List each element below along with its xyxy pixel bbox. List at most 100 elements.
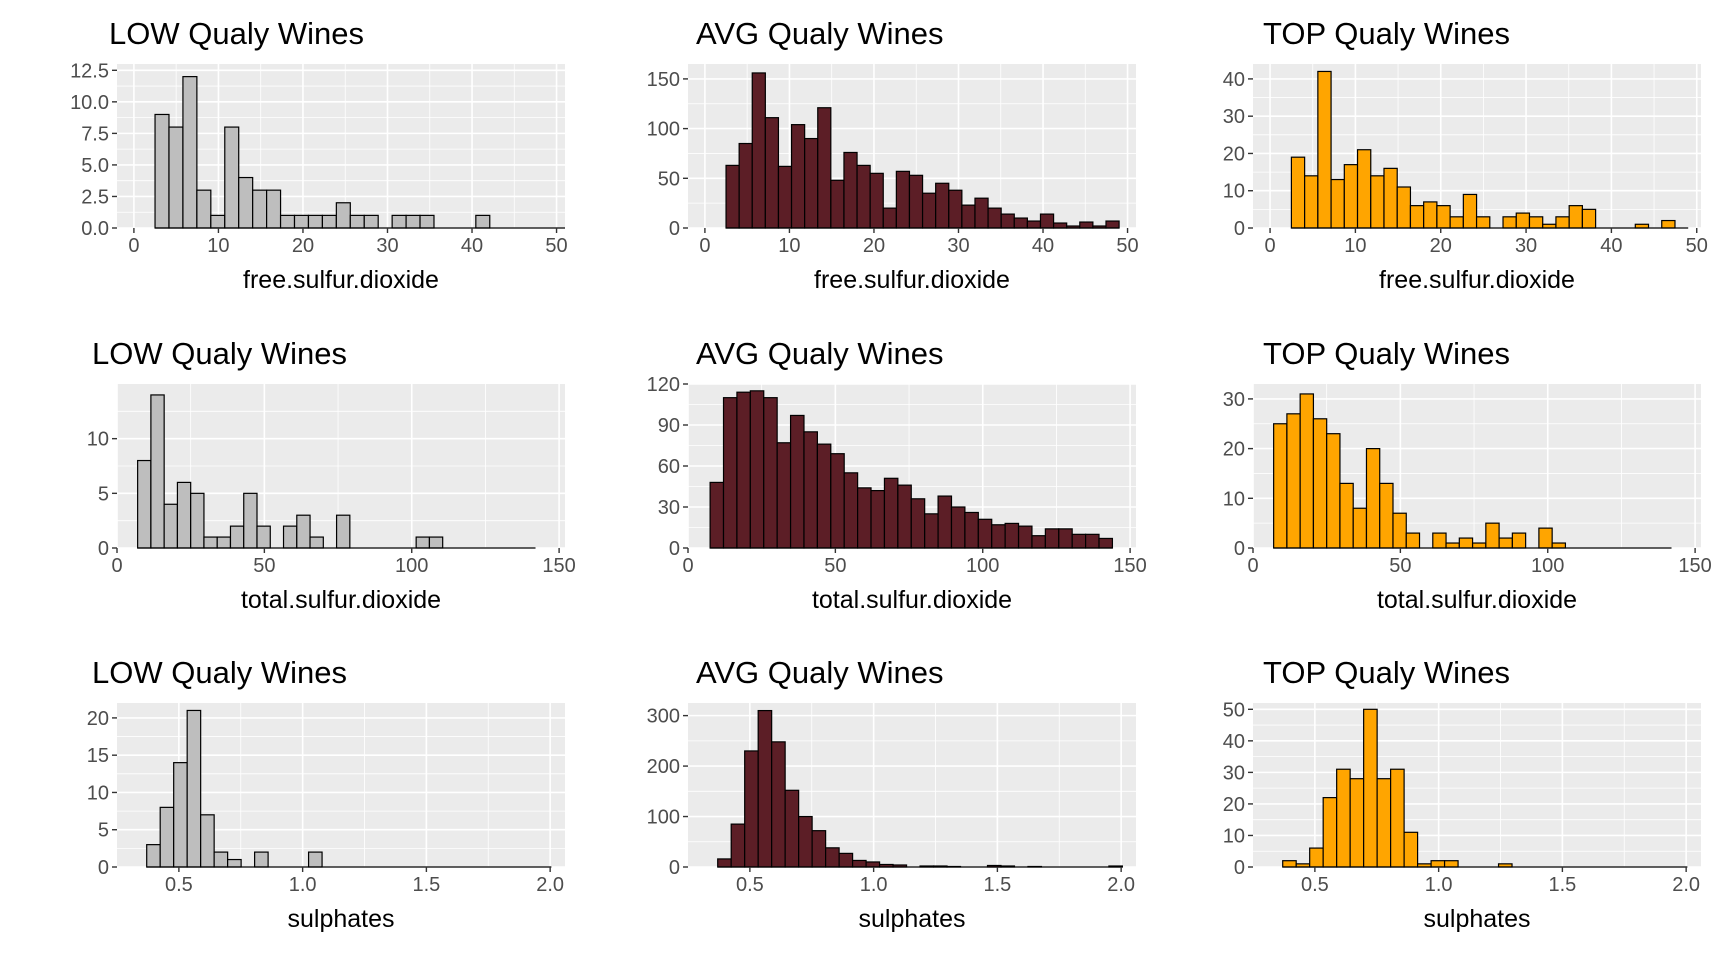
x-tick-label: 20: [863, 235, 885, 257]
histogram-bar: [977, 518, 993, 549]
y-tick-label: 100: [647, 119, 680, 141]
histogram-bar: [1403, 831, 1419, 868]
histogram-bar: [1511, 532, 1527, 549]
panel-title: TOP Qualy Wines: [1263, 336, 1510, 371]
histogram-bar: [910, 498, 926, 549]
histogram-bar: [335, 202, 351, 229]
y-tick-label: 0: [669, 538, 680, 560]
histogram-bar: [1044, 528, 1060, 549]
histogram-bar: [1471, 542, 1487, 549]
x-tick-label: 40: [1600, 235, 1622, 257]
y-tick-label: 10.0: [70, 92, 109, 114]
x-tick-label: 10: [778, 235, 800, 257]
x-tick-label: 10: [207, 235, 229, 257]
histogram-bar: [870, 490, 886, 549]
histogram-bar: [950, 506, 966, 549]
y-tick-label: 0: [1234, 538, 1245, 560]
panel-title: LOW Qualy Wines: [109, 16, 364, 51]
histogram-bar: [804, 137, 819, 229]
panel-title: TOP Qualy Wines: [1263, 655, 1510, 690]
histogram-bar: [895, 170, 911, 229]
histogram-bar: [419, 214, 435, 229]
y-tick-label: 30: [1223, 762, 1245, 784]
histogram-bar: [186, 709, 202, 868]
histogram-bar: [790, 124, 806, 229]
panel-title: AVG Qualy Wines: [696, 16, 944, 51]
histogram-bar: [1004, 522, 1020, 549]
x-tick-label: 0: [699, 235, 710, 257]
x-tick-label: 2.0: [1672, 874, 1700, 896]
y-tick-label: 15: [87, 745, 109, 767]
histogram-bar: [830, 453, 845, 549]
histogram-bar: [830, 179, 845, 229]
histogram-bar: [266, 189, 282, 229]
x-tick-label: 20: [292, 235, 314, 257]
histogram-bar: [851, 859, 867, 868]
histogram-bar: [405, 214, 421, 229]
histogram-bar: [1515, 212, 1531, 229]
x-tick-label: 20: [1430, 235, 1452, 257]
y-tick-label: 0: [1234, 218, 1245, 240]
x-tick-label: 100: [1531, 555, 1564, 577]
histogram-bar: [763, 397, 778, 549]
y-tick-label: 20: [1223, 143, 1245, 165]
x-axis-label: sulphates: [858, 905, 965, 933]
histogram-bar: [1339, 482, 1354, 549]
x-axis-label: free.sulfur.dioxide: [814, 266, 1010, 294]
histogram-bar: [1445, 542, 1460, 549]
y-tick-label: 20: [1223, 439, 1245, 461]
panel-2-3: 0 50 100 150 0 10 20 30 TOP Qualy Wines total.sul…: [1223, 336, 1712, 614]
histogram-bar: [1312, 418, 1328, 549]
histogram-bar: [730, 823, 746, 868]
histogram-bar: [1317, 70, 1332, 229]
histogram-bar: [200, 814, 215, 868]
y-tick-label: 0: [1234, 857, 1245, 879]
y-tick-label: 100: [647, 807, 680, 829]
histogram-bar: [1458, 537, 1474, 549]
histogram-bar: [897, 484, 912, 549]
x-tick-label: 1.0: [860, 874, 888, 896]
histogram-bar: [1084, 533, 1100, 549]
histogram-bar: [722, 397, 738, 549]
x-tick-label: 100: [966, 555, 999, 577]
histogram-bar: [1661, 219, 1676, 229]
histogram-bar: [150, 394, 165, 549]
histogram-bar: [736, 391, 751, 549]
x-tick-label: 10: [1344, 235, 1366, 257]
histogram-bar: [1423, 201, 1438, 229]
x-tick-label: 50: [1116, 235, 1138, 257]
y-tick-label: 60: [658, 456, 680, 478]
histogram-bar: [777, 165, 793, 229]
histogram-bar: [1363, 708, 1378, 868]
histogram-bar: [738, 142, 753, 229]
histogram-bar: [1475, 216, 1491, 229]
y-tick-label: 40: [1223, 69, 1245, 91]
histogram-bar: [1443, 860, 1459, 868]
histogram-bar: [279, 214, 296, 229]
histogram-bar: [1568, 205, 1583, 229]
y-tick-label: 300: [647, 706, 680, 728]
y-tick-label: 0.0: [81, 218, 109, 240]
histogram-bar: [229, 525, 245, 549]
histogram-bar: [1498, 537, 1513, 549]
x-axis-label: total.sulfur.dioxide: [1377, 586, 1577, 614]
histogram-bar: [256, 525, 271, 549]
histogram-bar: [865, 861, 881, 868]
histogram-bar: [1273, 423, 1288, 549]
x-tick-label: 2.0: [536, 874, 564, 896]
y-tick-label: 30: [658, 497, 680, 519]
y-tick-label: 7.5: [81, 123, 109, 145]
histogram-bar: [475, 214, 491, 229]
histogram-bar: [1370, 175, 1385, 229]
x-tick-label: 100: [395, 555, 428, 577]
histogram-bar: [987, 207, 1002, 229]
histogram-bar: [1304, 175, 1319, 229]
y-tick-label: 0: [98, 538, 109, 560]
histogram-bar: [883, 477, 899, 549]
x-tick-label: 0: [111, 555, 122, 577]
histogram-bar: [838, 852, 854, 868]
y-tick-label: 12.5: [70, 60, 109, 82]
histogram-bar: [1290, 156, 1306, 229]
panel-title: TOP Qualy Wines: [1263, 16, 1510, 51]
x-tick-label: 1.0: [289, 874, 317, 896]
